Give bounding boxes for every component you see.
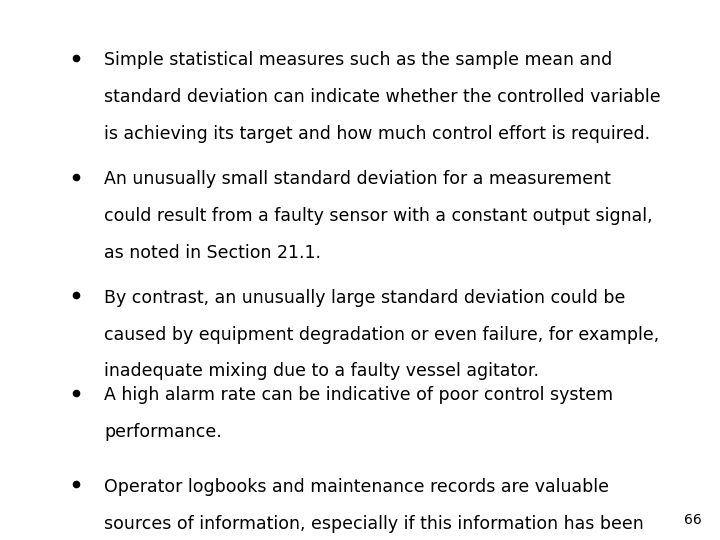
Text: Simple statistical measures such as the sample mean and: Simple statistical measures such as the … bbox=[104, 51, 613, 69]
Text: sources of information, especially if this information has been: sources of information, especially if th… bbox=[104, 515, 644, 532]
Text: 66: 66 bbox=[684, 512, 702, 526]
Text: A high alarm rate can be indicative of poor control system: A high alarm rate can be indicative of p… bbox=[104, 386, 613, 404]
Text: inadequate mixing due to a faulty vessel agitator.: inadequate mixing due to a faulty vessel… bbox=[104, 362, 539, 380]
Text: is achieving its target and how much control effort is required.: is achieving its target and how much con… bbox=[104, 125, 651, 143]
Text: as noted in Section 21.1.: as noted in Section 21.1. bbox=[104, 244, 321, 261]
Text: Chapter 21: Chapter 21 bbox=[19, 188, 45, 352]
Text: Operator logbooks and maintenance records are valuable: Operator logbooks and maintenance record… bbox=[104, 478, 609, 496]
Text: could result from a faulty sensor with a constant output signal,: could result from a faulty sensor with a… bbox=[104, 207, 653, 225]
Text: performance.: performance. bbox=[104, 423, 222, 441]
Text: By contrast, an unusually large standard deviation could be: By contrast, an unusually large standard… bbox=[104, 289, 626, 307]
Text: standard deviation can indicate whether the controlled variable: standard deviation can indicate whether … bbox=[104, 88, 661, 106]
Text: An unusually small standard deviation for a measurement: An unusually small standard deviation fo… bbox=[104, 170, 611, 188]
Text: caused by equipment degradation or even failure, for example,: caused by equipment degradation or even … bbox=[104, 326, 660, 343]
